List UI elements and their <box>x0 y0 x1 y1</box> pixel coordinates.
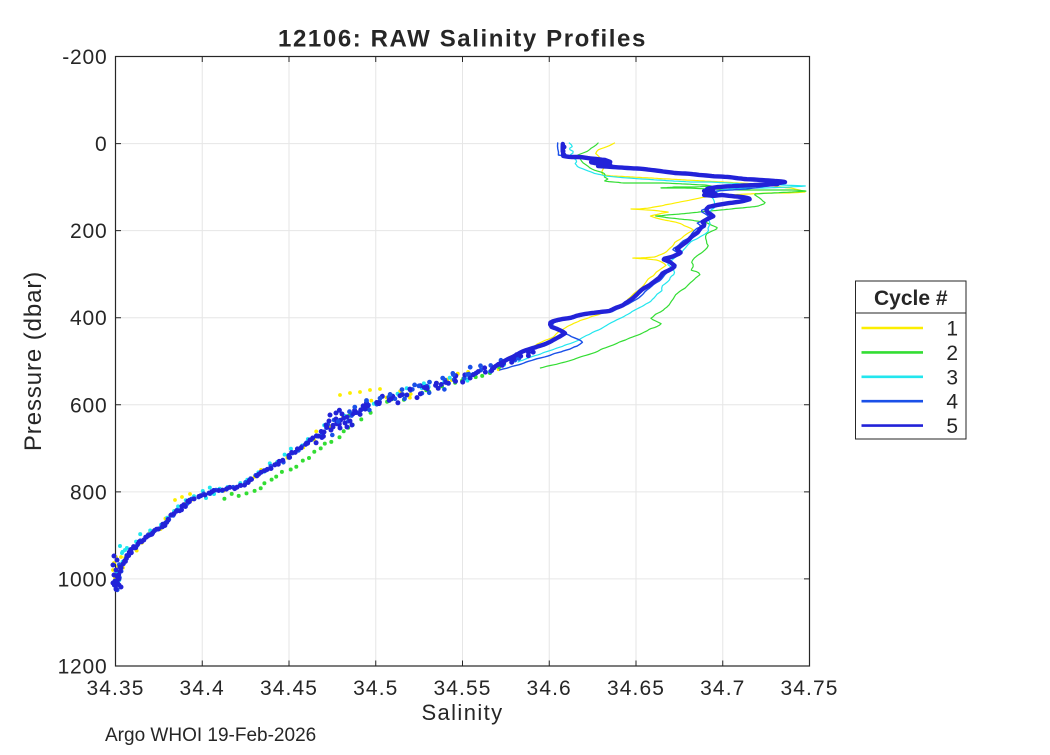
svg-text:Cycle #: Cycle # <box>874 287 948 310</box>
svg-text:600: 600 <box>70 394 107 417</box>
svg-text:1200: 1200 <box>58 656 108 679</box>
svg-text:-200: -200 <box>62 46 107 69</box>
svg-text:4: 4 <box>946 391 958 414</box>
svg-text:400: 400 <box>70 307 107 330</box>
svg-text:3: 3 <box>946 366 958 389</box>
svg-text:34.4: 34.4 <box>180 677 225 700</box>
svg-text:34.7: 34.7 <box>700 677 745 700</box>
svg-text:2: 2 <box>946 342 958 365</box>
svg-text:200: 200 <box>70 220 107 243</box>
svg-text:1000: 1000 <box>58 568 108 591</box>
svg-text:Pressure (dbar): Pressure (dbar) <box>20 271 47 451</box>
svg-text:800: 800 <box>70 481 107 504</box>
svg-text:12106: RAW Salinity Profiles: 12106: RAW Salinity Profiles <box>278 26 647 53</box>
svg-text:34.55: 34.55 <box>433 677 491 700</box>
svg-text:34.45: 34.45 <box>260 677 318 700</box>
svg-text:Salinity: Salinity <box>421 700 503 725</box>
svg-text:34.6: 34.6 <box>527 677 572 700</box>
svg-text:34.75: 34.75 <box>780 677 838 700</box>
svg-text:1: 1 <box>946 318 958 341</box>
svg-text:34.5: 34.5 <box>353 677 398 700</box>
svg-text:0: 0 <box>95 133 107 156</box>
svg-text:34.65: 34.65 <box>607 677 665 700</box>
svg-text:Argo WHOI 19-Feb-2026: Argo WHOI 19-Feb-2026 <box>105 725 316 746</box>
svg-text:34.35: 34.35 <box>86 677 144 700</box>
svg-text:5: 5 <box>946 415 958 438</box>
